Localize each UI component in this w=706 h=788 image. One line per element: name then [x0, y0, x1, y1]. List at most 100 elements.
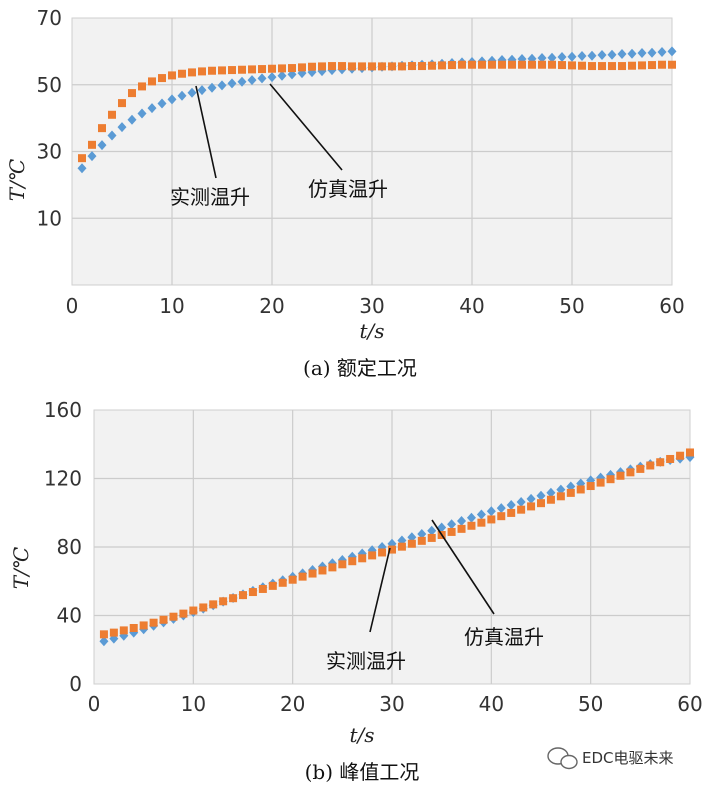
data-point-measured	[467, 521, 476, 530]
data-point-simulated	[127, 114, 137, 125]
data-point-measured	[538, 60, 546, 69]
data-point-simulated	[546, 487, 556, 498]
y-tick-label-a: 70	[37, 6, 62, 30]
data-point-measured	[288, 64, 296, 73]
data-point-measured	[88, 140, 96, 149]
data-point-measured	[118, 99, 126, 108]
data-point-measured	[129, 624, 138, 633]
data-point-measured	[616, 471, 625, 480]
data-point-simulated	[137, 108, 147, 119]
data-point-measured	[658, 60, 666, 69]
data-point-measured	[568, 61, 576, 70]
data-point-measured	[308, 569, 317, 578]
data-point-measured	[507, 508, 516, 517]
data-point-measured	[578, 61, 586, 70]
data-point-measured	[427, 533, 436, 542]
data-point-simulated	[117, 122, 127, 133]
data-point-simulated	[526, 493, 536, 504]
series-group-b	[99, 448, 695, 647]
data-point-measured	[388, 545, 396, 554]
y-axis-label-b: T/℃	[9, 547, 33, 589]
data-point-simulated	[157, 98, 167, 109]
data-point-measured	[348, 557, 357, 566]
data-point-measured	[488, 60, 496, 69]
data-point-measured	[268, 581, 277, 590]
data-point-measured	[636, 464, 645, 473]
x-tick-label-b: 50	[578, 692, 603, 716]
y-tick-label-a: 50	[37, 73, 62, 97]
x-tick-label-b: 0	[88, 692, 101, 716]
data-point-simulated	[547, 52, 557, 63]
data-point-measured	[199, 603, 208, 612]
x-tick-label-a: 40	[459, 294, 484, 318]
data-point-simulated	[516, 496, 526, 507]
data-point-measured	[139, 621, 148, 630]
data-point-measured	[566, 488, 575, 497]
chart-b: 0 10 20 30 40 50 60 0 40 80 120 160 T/℃ t/s 实测温升 仿真…	[9, 398, 703, 784]
y-axis-label-a: T/℃	[5, 159, 29, 201]
data-point-measured	[358, 554, 367, 563]
y-tick-label-b: 0	[69, 672, 82, 696]
data-point-measured	[218, 66, 226, 75]
annotation-line-measured-a	[195, 85, 217, 179]
data-point-measured	[248, 65, 256, 74]
data-point-measured	[278, 578, 287, 587]
data-point-measured	[338, 560, 347, 569]
data-point-measured	[626, 468, 635, 477]
series-measured-a	[78, 60, 676, 163]
data-point-measured	[149, 618, 158, 627]
data-point-simulated	[207, 82, 217, 93]
data-point-simulated	[647, 47, 657, 58]
watermark: EDC电驱未来	[547, 747, 674, 770]
data-point-measured	[318, 62, 326, 71]
data-point-measured	[646, 461, 655, 470]
data-point-simulated	[107, 130, 117, 141]
data-point-measured	[209, 600, 218, 609]
data-point-measured	[348, 62, 356, 71]
data-point-measured	[98, 124, 106, 133]
x-axis-label-a: t/s	[359, 319, 384, 343]
x-tick-label-a: 60	[659, 294, 684, 318]
data-point-measured	[258, 65, 266, 74]
data-point-simulated	[617, 49, 627, 60]
data-point-measured	[239, 591, 247, 600]
data-point-simulated	[627, 48, 637, 59]
data-point-measured	[458, 60, 466, 69]
data-point-measured	[487, 515, 496, 524]
data-point-simulated	[557, 52, 567, 63]
data-point-measured	[99, 630, 108, 639]
data-point-measured	[278, 64, 286, 73]
data-point-measured	[338, 62, 346, 71]
data-point-simulated	[97, 140, 107, 151]
data-point-measured	[128, 89, 136, 98]
data-point-measured	[229, 594, 238, 603]
caption-b: (b) 峰值工况	[305, 760, 420, 784]
data-point-simulated	[77, 163, 87, 174]
data-point-measured	[556, 492, 565, 501]
data-point-measured	[666, 454, 675, 463]
data-point-simulated	[556, 484, 566, 495]
data-point-measured	[686, 448, 694, 457]
data-point-simulated	[637, 48, 647, 59]
data-point-measured	[527, 502, 536, 511]
data-point-measured	[648, 61, 656, 70]
x-axis-label-b: t/s	[349, 723, 374, 747]
data-point-measured	[518, 60, 526, 69]
data-point-simulated	[217, 80, 227, 91]
data-point-measured	[478, 60, 486, 69]
data-point-simulated	[147, 103, 157, 114]
x-tick-label-b: 10	[181, 692, 206, 716]
data-point-measured	[576, 485, 585, 494]
data-point-measured	[546, 495, 555, 504]
data-point-measured	[308, 62, 316, 71]
data-point-measured	[108, 110, 116, 119]
data-point-measured	[468, 60, 476, 69]
x-tick-label-a: 10	[159, 294, 184, 318]
data-point-measured	[497, 512, 506, 521]
data-point-simulated	[407, 532, 417, 543]
annotation-measured-a: 实测温升	[170, 185, 250, 209]
data-point-simulated	[257, 73, 267, 84]
data-point-measured	[328, 62, 336, 71]
data-point-simulated	[177, 90, 187, 101]
